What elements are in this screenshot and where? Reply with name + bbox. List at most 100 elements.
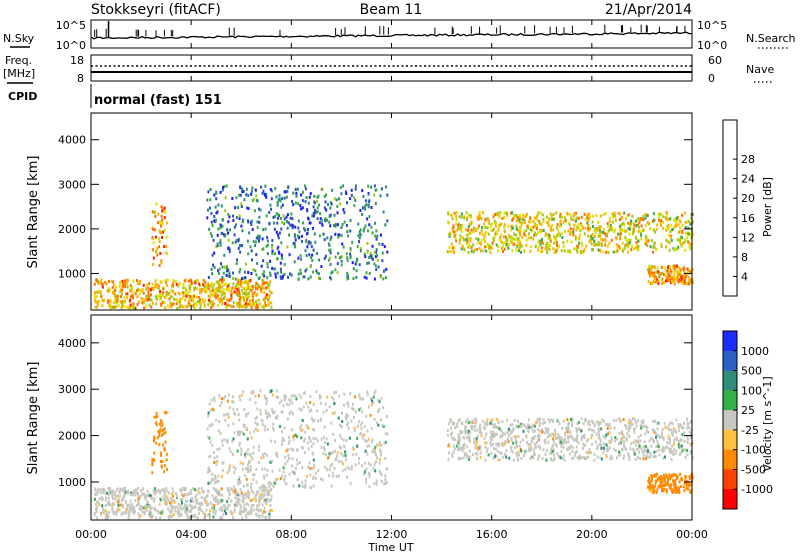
heatmap-cell (497, 442, 500, 445)
heatmap-cell (521, 213, 524, 217)
heatmap-cell (516, 240, 519, 244)
heatmap-cell (368, 473, 371, 477)
heatmap-cell (502, 235, 505, 239)
heatmap-cell (479, 423, 482, 427)
heatmap-cell (532, 456, 535, 460)
heatmap-cell (271, 239, 274, 243)
heatmap-cell (95, 503, 97, 507)
heatmap-cell (292, 448, 295, 452)
heatmap-cell (247, 469, 250, 473)
heatmap-cell (688, 245, 691, 249)
heatmap-cell (593, 429, 595, 433)
heatmap-cell (288, 403, 291, 407)
heatmap-cell (513, 418, 516, 422)
heatmap-cell (325, 208, 328, 212)
heatmap-cell (265, 500, 268, 503)
heatmap-cell (672, 267, 675, 271)
heatmap-cell (123, 490, 126, 494)
heatmap-cell (243, 298, 246, 302)
heatmap-cell (202, 278, 205, 282)
heatmap-cell (159, 451, 162, 455)
heatmap-cell (493, 235, 496, 239)
heatmap-cell (121, 499, 123, 502)
heatmap-cell (167, 292, 170, 296)
heatmap-cell (639, 217, 642, 221)
heatmap-cell (480, 249, 482, 253)
heatmap-cell (227, 268, 230, 272)
heatmap-cell (148, 509, 151, 513)
heatmap-cell (319, 477, 322, 481)
heatmap-cell (592, 214, 595, 218)
heatmap-cell (478, 425, 481, 429)
heatmap-cell (536, 417, 539, 421)
heatmap-cell (287, 453, 290, 457)
heatmap-cell (583, 456, 586, 460)
heatmap-cell (269, 481, 271, 485)
heatmap-cell (579, 251, 582, 254)
heatmap-cell (656, 472, 658, 476)
heatmap-cell (679, 485, 682, 488)
heatmap-cell (147, 297, 150, 301)
heatmap-cell (208, 402, 211, 406)
heatmap-cell (609, 440, 612, 444)
heatmap-cell (625, 426, 628, 430)
heatmap-cell (662, 448, 665, 451)
heatmap-cell (492, 424, 495, 428)
heatmap-cell (495, 243, 498, 247)
heatmap-cell (653, 430, 656, 434)
heatmap-cell (258, 515, 261, 519)
heatmap-cell (243, 281, 246, 284)
heatmap-cell (194, 488, 197, 492)
heatmap-cell (602, 451, 605, 455)
heatmap-cell (496, 232, 499, 236)
heatmap-cell (675, 219, 678, 223)
heatmap-cell (215, 463, 218, 467)
heatmap-cell (652, 228, 655, 232)
heatmap-cell (658, 477, 661, 481)
heatmap-cell (346, 201, 348, 205)
heatmap-cell (256, 492, 258, 496)
heatmap-cell (497, 444, 500, 448)
heatmap-cell (228, 283, 230, 287)
heatmap-cell (116, 508, 119, 512)
nsearch-tick-top: 10^5 (697, 19, 727, 32)
heatmap-cell (212, 302, 215, 306)
heatmap-cell (215, 418, 218, 422)
x-tick-label: 04:00 (175, 528, 207, 541)
heatmap-cell (114, 297, 117, 301)
heatmap-cell (189, 499, 192, 503)
heatmap-cell (619, 418, 622, 422)
heatmap-cell (155, 421, 158, 425)
heatmap-cell (232, 485, 235, 489)
heatmap-cell (365, 414, 368, 418)
heatmap-cell (380, 397, 383, 401)
heatmap-cell (271, 245, 273, 249)
heatmap-cell (684, 455, 687, 459)
heatmap-cell (562, 241, 565, 245)
heatmap-cell (633, 450, 635, 454)
heatmap-cell (245, 413, 248, 417)
heatmap-cell (479, 447, 482, 451)
heatmap-cell (164, 410, 167, 414)
heatmap-cell (667, 278, 670, 282)
heatmap-cell (347, 404, 350, 408)
heatmap-cell (218, 420, 221, 423)
heatmap-cell (520, 250, 523, 254)
heatmap-cell (638, 225, 641, 229)
heatmap-cell (314, 240, 317, 244)
heatmap-cell (551, 432, 554, 436)
heatmap-cell (548, 433, 551, 437)
heatmap-cell (644, 216, 647, 220)
heatmap-cell (177, 299, 180, 303)
heatmap-cell (627, 428, 630, 431)
heatmap-cell (315, 390, 318, 394)
heatmap-cell (238, 430, 241, 434)
heatmap-cell (507, 427, 510, 431)
heatmap-cell (681, 213, 684, 217)
colorbar-frame (722, 330, 738, 510)
heatmap-cell (219, 493, 222, 497)
heatmap-cell (262, 189, 265, 193)
heatmap-cell (685, 221, 688, 224)
heatmap-cell (93, 282, 96, 286)
heatmap-cell (373, 417, 376, 421)
